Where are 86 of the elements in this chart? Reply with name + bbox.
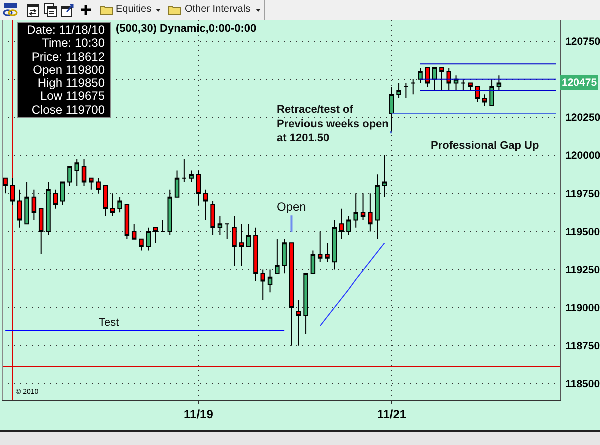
candlestick xyxy=(96,178,101,194)
y-tick-label: 119000 xyxy=(566,302,600,315)
candlestick xyxy=(339,208,344,240)
candlestick xyxy=(168,189,172,236)
annotation: Open xyxy=(277,200,306,214)
candlestick xyxy=(282,238,287,274)
candlestick xyxy=(432,67,438,92)
candlestick xyxy=(174,170,180,198)
candlestick xyxy=(10,178,16,206)
candlestick xyxy=(368,193,373,232)
candlestick xyxy=(132,224,137,240)
candlestick xyxy=(325,242,330,263)
candlestick xyxy=(210,200,216,236)
candlestick xyxy=(232,216,237,266)
candlestick xyxy=(375,174,380,240)
annotation: Professional Gap Up xyxy=(431,140,540,153)
y-tick-label: 118500 xyxy=(566,378,600,391)
candlestick xyxy=(260,269,266,301)
candlestick xyxy=(410,78,416,96)
candlestick xyxy=(32,189,37,221)
candlestick xyxy=(103,186,108,217)
candlestick xyxy=(246,224,252,248)
candlestick xyxy=(332,220,338,270)
candlestick xyxy=(254,227,258,282)
candlestick xyxy=(404,82,409,99)
candlestick xyxy=(268,269,273,294)
candlestick xyxy=(60,182,66,206)
candlestick xyxy=(38,208,44,256)
candlestick xyxy=(146,227,152,252)
candlestick xyxy=(53,189,58,210)
candlestick xyxy=(124,204,130,240)
candlestick xyxy=(139,238,144,252)
candlestick xyxy=(304,273,308,336)
candlestick xyxy=(296,300,302,346)
candlestick xyxy=(18,189,22,228)
candlestick xyxy=(110,193,116,217)
candlestick xyxy=(218,216,223,236)
candlestick xyxy=(24,182,30,225)
candlestick xyxy=(382,155,388,198)
candlestick xyxy=(346,216,352,236)
candlestick xyxy=(310,250,316,274)
candlestick xyxy=(446,67,452,92)
text: Other Intervals xyxy=(185,4,251,16)
candlestick xyxy=(182,158,187,183)
y-tick-label: 118750 xyxy=(566,340,600,353)
candlestick xyxy=(160,220,166,232)
candlestick xyxy=(74,158,80,187)
candlestick xyxy=(418,67,423,84)
y-tick-label: 120250 xyxy=(566,112,600,124)
y-tick-label: 119500 xyxy=(566,226,600,238)
candlestick xyxy=(204,189,208,221)
line-series xyxy=(320,242,386,327)
candlestick xyxy=(354,193,358,228)
candlestick xyxy=(275,238,280,274)
candlestick xyxy=(189,170,194,183)
text: Equities xyxy=(116,4,152,16)
candlestick xyxy=(224,224,230,240)
candlestick xyxy=(46,182,51,236)
candlestick xyxy=(360,193,366,221)
candlestick xyxy=(396,82,402,99)
candlestick xyxy=(239,224,244,266)
candlestick xyxy=(468,82,473,92)
x-tick-label: 11/19 xyxy=(184,407,214,422)
y-tick-label: 120750 xyxy=(566,36,600,48)
candlestick xyxy=(68,166,72,187)
candlestick xyxy=(118,196,122,214)
candlestick xyxy=(153,227,158,244)
y-tick-label: 119250 xyxy=(566,264,600,276)
candlestick xyxy=(490,78,494,107)
candlestick xyxy=(440,67,444,92)
y-tick-label: 120000 xyxy=(566,150,600,162)
annotation: Retrace/test of Previous weeks open at 1201.50 xyxy=(277,104,390,145)
candlestick xyxy=(196,170,202,206)
candlestick xyxy=(482,94,488,107)
chart-title: (500,30) Dynamic,0:00-0:00 xyxy=(116,22,257,35)
candlestick xyxy=(89,178,94,190)
annotation: 120475 xyxy=(562,77,598,89)
candlestick xyxy=(82,158,87,187)
annotation: Test xyxy=(99,317,120,329)
candlestick xyxy=(461,78,466,92)
candlestick xyxy=(3,178,8,194)
y-tick-label: 119750 xyxy=(566,188,600,200)
candlestick xyxy=(496,75,502,92)
x-tick-label: 11/21 xyxy=(377,407,407,422)
candlestick xyxy=(318,231,323,263)
info-panel: Date: 11/18/10 Time: 10:30 Price: 118612 Open 119800 High 119850 Low 119675 Close 119700 xyxy=(17,22,111,118)
